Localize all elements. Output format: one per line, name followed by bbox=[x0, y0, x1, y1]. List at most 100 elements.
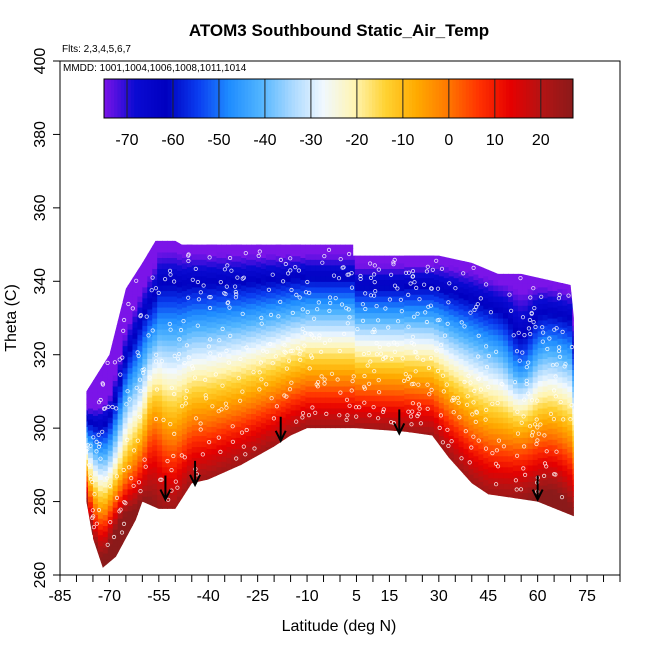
heatmap-cell bbox=[384, 400, 391, 407]
heatmap-cell bbox=[236, 442, 242, 449]
heatmap-cell bbox=[354, 334, 361, 341]
heatmap-cell bbox=[359, 345, 366, 352]
heatmap-cell bbox=[419, 294, 425, 301]
heatmap-cell bbox=[147, 413, 153, 420]
heatmap-cell bbox=[112, 319, 119, 326]
heatmap-cell bbox=[349, 270, 356, 277]
heatmap-cell bbox=[221, 351, 227, 358]
heatmap-cell bbox=[265, 396, 272, 404]
observation-point bbox=[372, 279, 377, 285]
heatmap-cell bbox=[132, 508, 139, 516]
heatmap-cell bbox=[216, 411, 223, 418]
colorbar-segment bbox=[204, 79, 209, 118]
heatmap-cell bbox=[216, 362, 223, 369]
observation-point bbox=[241, 444, 246, 449]
heatmap-cell bbox=[251, 303, 257, 310]
colorbar-segment bbox=[184, 79, 189, 118]
heatmap-cell bbox=[147, 363, 153, 370]
heatmap-cell bbox=[354, 395, 361, 402]
heatmap-cell bbox=[186, 338, 193, 345]
heatmap-cell bbox=[295, 431, 302, 438]
colorbar-segment bbox=[502, 79, 507, 118]
heatmap-cell bbox=[226, 402, 232, 409]
heatmap-cell bbox=[547, 488, 554, 495]
heatmap-cell bbox=[320, 259, 326, 266]
heatmap-cell bbox=[424, 338, 430, 345]
heatmap-cell bbox=[196, 314, 203, 321]
heatmap-cell bbox=[137, 329, 143, 336]
observation-point bbox=[553, 374, 558, 379]
heatmap-cell bbox=[354, 356, 361, 363]
heatmap-cell bbox=[354, 378, 361, 385]
heatmap-cell bbox=[216, 251, 223, 259]
observation-point bbox=[134, 385, 139, 390]
observation-point bbox=[560, 329, 565, 334]
heatmap-cell bbox=[443, 404, 450, 411]
observation-point bbox=[483, 344, 489, 349]
heatmap-cell bbox=[211, 415, 218, 422]
heatmap-cell bbox=[552, 373, 559, 380]
heatmap-cell bbox=[117, 440, 124, 448]
heatmap-cell bbox=[330, 363, 336, 370]
heatmap-cell bbox=[498, 345, 504, 352]
heatmap-cell bbox=[527, 420, 534, 427]
heatmap-cell bbox=[572, 341, 574, 348]
heatmap-cell bbox=[522, 299, 529, 306]
heatmap-cell bbox=[547, 466, 554, 473]
observation-point bbox=[371, 272, 377, 277]
heatmap-cell bbox=[379, 433, 386, 440]
observation-point bbox=[557, 354, 563, 359]
heatmap-cell bbox=[527, 327, 534, 334]
heatmap-cell bbox=[458, 325, 465, 332]
observation-point bbox=[478, 296, 483, 301]
heatmap-cell bbox=[270, 369, 277, 376]
colorbar-segment bbox=[305, 79, 309, 118]
heatmap-cell bbox=[241, 406, 247, 413]
observation-point bbox=[172, 279, 177, 284]
heatmap-cell bbox=[438, 413, 445, 420]
heatmap-cell bbox=[448, 435, 455, 442]
heatmap-cell bbox=[473, 444, 479, 451]
heatmap-cell bbox=[542, 440, 549, 448]
heatmap-cell bbox=[196, 385, 203, 393]
observation-point bbox=[528, 331, 533, 337]
heatmap-cell bbox=[379, 400, 386, 407]
heatmap-cell bbox=[176, 240, 183, 244]
heatmap-cell bbox=[532, 464, 539, 471]
heatmap-cell bbox=[221, 240, 227, 242]
heatmap-cell bbox=[349, 396, 356, 404]
heatmap-cell bbox=[127, 318, 134, 325]
heatmap-cell bbox=[117, 474, 124, 481]
heatmap-cell bbox=[344, 330, 351, 337]
heatmap-cell bbox=[246, 391, 252, 398]
heatmap-cell bbox=[527, 453, 534, 460]
heatmap-cell bbox=[483, 452, 489, 459]
heatmap-cell bbox=[537, 496, 544, 503]
heatmap-cell bbox=[340, 281, 346, 288]
heatmap-cell bbox=[206, 470, 213, 477]
observation-point bbox=[483, 446, 489, 451]
heatmap-cell bbox=[191, 418, 198, 426]
heatmap-cell bbox=[532, 332, 539, 339]
heatmap-cell bbox=[399, 428, 405, 435]
heatmap-cell bbox=[394, 323, 400, 330]
heatmap-cell bbox=[167, 428, 173, 435]
observation-point bbox=[168, 327, 173, 332]
heatmap-cell bbox=[256, 310, 262, 317]
heatmap-cell bbox=[191, 440, 198, 448]
heatmap-cell bbox=[433, 251, 440, 259]
heatmap-cell bbox=[498, 488, 504, 495]
heatmap-cell bbox=[552, 455, 559, 462]
heatmap-cell bbox=[473, 290, 479, 297]
observation-point bbox=[558, 399, 563, 405]
heatmap-cell bbox=[483, 308, 489, 315]
heatmap-cell bbox=[152, 488, 158, 495]
heatmap-cell bbox=[399, 378, 405, 385]
heatmap-cell bbox=[142, 363, 148, 370]
heatmap-cell bbox=[305, 369, 311, 376]
heatmap-cell bbox=[428, 321, 435, 328]
observation-point bbox=[416, 382, 421, 387]
heatmap-cell bbox=[483, 259, 489, 266]
heatmap-cell bbox=[438, 363, 445, 370]
observation-point bbox=[274, 404, 279, 409]
